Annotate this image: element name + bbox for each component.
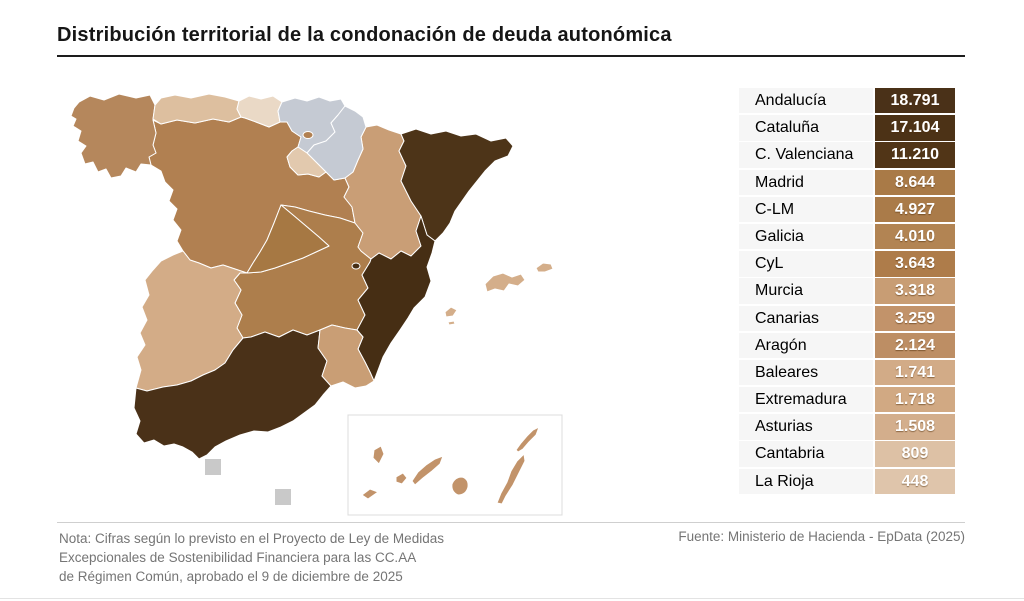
island-tenerife: [411, 455, 444, 486]
footer-divider: [57, 522, 965, 523]
table-row: Andalucía 18.791: [739, 88, 955, 114]
table-row: Baleares 1.741: [739, 359, 955, 386]
region-label: Madrid: [739, 169, 873, 195]
page-title: Distribución territorial de la condonaci…: [57, 24, 672, 46]
region-value: 809: [875, 441, 955, 467]
region-value: 4.010: [875, 223, 955, 250]
table-row: Asturias 1.508: [739, 414, 955, 440]
bottom-border: [0, 598, 1024, 599]
region-value: 1.718: [875, 387, 955, 413]
island-lanzarote: [515, 426, 540, 453]
footnote-line: Nota: Cifras según lo previsto en el Pro…: [59, 531, 444, 546]
island-mallorca: [484, 272, 526, 293]
region-value: 4.927: [875, 196, 955, 223]
table-row: Murcia 3.318: [739, 278, 955, 304]
footnote: Nota: Cifras según lo previsto en el Pro…: [59, 529, 444, 586]
spain-choropleth-map: [70, 93, 563, 516]
melilla-marker: [275, 489, 291, 505]
region-label: Canarias: [739, 305, 873, 331]
region-value: 2.124: [875, 332, 955, 359]
table-row: Cantabria 809: [739, 441, 955, 467]
island-gran-canaria: [451, 476, 469, 496]
region-label: Murcia: [739, 278, 873, 304]
region-value: 1.508: [875, 414, 955, 440]
table-row: Canarias 3.259: [739, 305, 955, 331]
table-row: Extremadura 1.718: [739, 387, 955, 413]
ceuta-marker: [205, 459, 221, 475]
region-label: Cataluña: [739, 115, 873, 141]
footnote-line: Excepcionales de Sostenibilidad Financie…: [59, 550, 417, 565]
region-value: 18.791: [875, 88, 955, 114]
region-value: 448: [875, 468, 955, 495]
island-ibiza: [444, 306, 458, 318]
region-murcia: [317, 324, 375, 389]
debt-table: Andalucía 18.791 Cataluña 17.104 C. Valencia…: [739, 88, 955, 495]
table-row: Madrid 8.644: [739, 169, 955, 195]
island-la-palma: [372, 445, 385, 465]
table-row: CyL 3.643: [739, 251, 955, 277]
region-label: C-LM: [739, 196, 873, 223]
region-label: La Rioja: [739, 468, 873, 495]
region-cataluna: [398, 128, 514, 242]
region-label: Andalucía: [739, 88, 873, 114]
region-label: Asturias: [739, 414, 873, 440]
island-el-hierro: [361, 488, 379, 500]
region-label: Aragón: [739, 332, 873, 359]
region-navarra: [306, 105, 367, 181]
region-label: Cantabria: [739, 441, 873, 467]
table-row: La Rioja 448: [739, 468, 955, 495]
table-row: C. Valenciana 11.210: [739, 142, 955, 168]
table-row: C-LM 4.927: [739, 196, 955, 223]
region-la-rioja: [286, 146, 327, 178]
region-value: 3.318: [875, 278, 955, 304]
trevino-enclave: [302, 131, 314, 139]
island-fuerteventura: [496, 453, 526, 505]
island-formentera: [447, 320, 456, 326]
region-value: 17.104: [875, 115, 955, 141]
region-label: Galicia: [739, 223, 873, 250]
region-label: Extremadura: [739, 387, 873, 413]
footnote-line: de Régimen Común, aprobado el 9 de dicie…: [59, 569, 403, 584]
title-underline: [57, 55, 965, 57]
region-value: 11.210: [875, 142, 955, 168]
region-value: 3.259: [875, 305, 955, 331]
table-row: Cataluña 17.104: [739, 115, 955, 141]
region-galicia: [70, 93, 157, 179]
island-menorca: [535, 262, 554, 273]
region-label: Baleares: [739, 359, 873, 386]
ademuz-enclave: [351, 262, 361, 270]
canary-inset-box: [347, 414, 563, 516]
region-label: C. Valenciana: [739, 142, 873, 168]
table-row: Galicia 4.010: [739, 223, 955, 250]
region-andalucia: [133, 329, 332, 460]
region-value: 8.644: [875, 169, 955, 195]
region-value: 1.741: [875, 359, 955, 386]
region-label: CyL: [739, 251, 873, 277]
table-row: Aragón 2.124: [739, 332, 955, 359]
region-value: 3.643: [875, 251, 955, 277]
island-la-gomera: [395, 472, 408, 485]
region-madrid: [246, 204, 330, 274]
region-asturias: [152, 93, 242, 125]
source-credit: Fuente: Ministerio de Hacienda - EpData …: [678, 529, 965, 544]
